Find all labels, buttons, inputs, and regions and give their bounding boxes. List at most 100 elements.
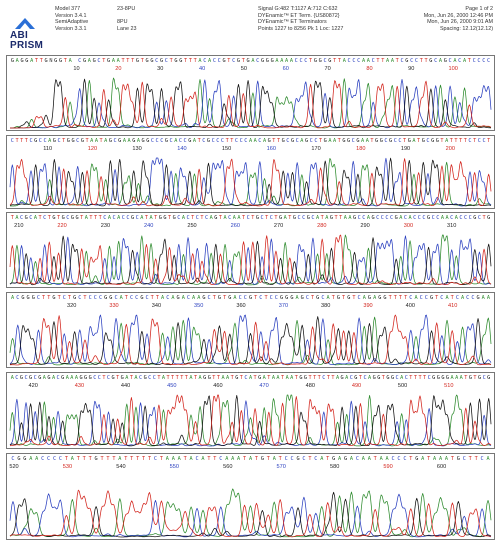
base-call: G — [337, 295, 340, 301]
base-call: A — [463, 58, 467, 64]
base-call: C — [156, 138, 159, 144]
base-call: T — [121, 58, 124, 64]
base-call: A — [380, 456, 384, 462]
position-tick: 200 — [446, 146, 455, 152]
base-call: G — [314, 58, 317, 64]
instrument-version: Version 3.4.1 — [55, 12, 87, 19]
base-call: A — [316, 215, 320, 221]
base-call: C — [459, 215, 462, 221]
base-call: C — [139, 375, 142, 381]
base-call: C — [244, 375, 247, 381]
base-call: T — [42, 295, 45, 301]
base-call: T — [469, 456, 472, 462]
base-call: G — [84, 375, 87, 381]
base-call: G — [25, 215, 28, 221]
base-call: A — [171, 295, 175, 301]
base-call: G — [177, 295, 180, 301]
base-call: C — [314, 138, 317, 144]
base-call: G — [207, 138, 210, 144]
base-call: A — [386, 58, 390, 64]
base-call: T — [376, 58, 379, 64]
base-call: C — [436, 215, 439, 221]
position-tick: 450 — [167, 383, 176, 389]
base-call: T — [227, 58, 230, 64]
base-call: A — [237, 456, 241, 462]
base-call: G — [395, 215, 398, 221]
base-call: N — [49, 58, 52, 64]
sample-name: 23-8PU — [117, 6, 136, 12]
base-call: A — [460, 375, 464, 381]
instrument-model: Model 377 — [55, 6, 81, 12]
logo-text-prism: PRISM — [10, 40, 44, 51]
base-call: C — [322, 375, 325, 381]
base-call: G — [47, 375, 50, 381]
base-call: C — [297, 215, 300, 221]
base-call: T — [25, 138, 28, 144]
base-call: C — [296, 138, 299, 144]
trace-c — [9, 398, 492, 447]
base-call: T — [382, 375, 385, 381]
base-call: C — [487, 58, 490, 64]
base-call: C — [195, 456, 198, 462]
base-call: C — [428, 375, 431, 381]
base-call: T — [417, 138, 420, 144]
base-call: A — [69, 58, 73, 64]
base-call: T — [409, 375, 412, 381]
base-call: C — [482, 138, 485, 144]
position-tick: 370 — [279, 303, 288, 309]
base-call: A — [408, 215, 412, 221]
base-call: G — [446, 375, 449, 381]
base-call: A — [16, 58, 20, 64]
base-call: T — [68, 295, 71, 301]
base-call: C — [376, 215, 379, 221]
base-call: A — [140, 215, 144, 221]
position-tick: 150 — [222, 146, 231, 152]
trace-g — [10, 78, 492, 129]
base-call: T — [47, 295, 50, 301]
base-call: A — [237, 215, 241, 221]
position-tick: 110 — [43, 146, 52, 152]
base-call: A — [199, 375, 203, 381]
base-call: A — [30, 58, 34, 64]
base-call: T — [418, 375, 421, 381]
base-call: G — [218, 295, 221, 301]
position-tick: 220 — [57, 223, 66, 229]
base-call: G — [316, 295, 319, 301]
base-call: A — [120, 295, 124, 301]
position-tick: 350 — [194, 303, 203, 309]
base-call: A — [286, 375, 290, 381]
base-call: C — [394, 138, 397, 144]
base-call: C — [390, 215, 393, 221]
base-call: G — [247, 58, 250, 64]
base-call: A — [345, 375, 349, 381]
base-call: T — [184, 456, 187, 462]
base-call: C — [384, 138, 387, 144]
base-call: T — [254, 375, 257, 381]
base-call: A — [162, 375, 166, 381]
base-call: A — [433, 456, 437, 462]
base-call: C — [145, 295, 148, 301]
base-call: A — [249, 456, 253, 462]
base-call: C — [186, 215, 189, 221]
base-call: T — [403, 138, 406, 144]
base-call: C — [53, 456, 56, 462]
base-call: T — [338, 58, 341, 64]
base-call: T — [240, 375, 243, 381]
base-call: C — [258, 138, 261, 144]
base-call: T — [219, 215, 222, 221]
base-call: C — [213, 58, 216, 64]
base-call: A — [453, 58, 457, 64]
base-call: C — [221, 138, 224, 144]
base-call: T — [338, 138, 341, 144]
base-call: C — [478, 215, 481, 221]
base-call: T — [451, 456, 454, 462]
position-tick: 500 — [398, 383, 407, 389]
base-call: A — [71, 456, 75, 462]
base-call: A — [445, 138, 449, 144]
base-call: T — [20, 138, 23, 144]
base-call: C — [232, 58, 235, 64]
base-call: T — [272, 138, 275, 144]
